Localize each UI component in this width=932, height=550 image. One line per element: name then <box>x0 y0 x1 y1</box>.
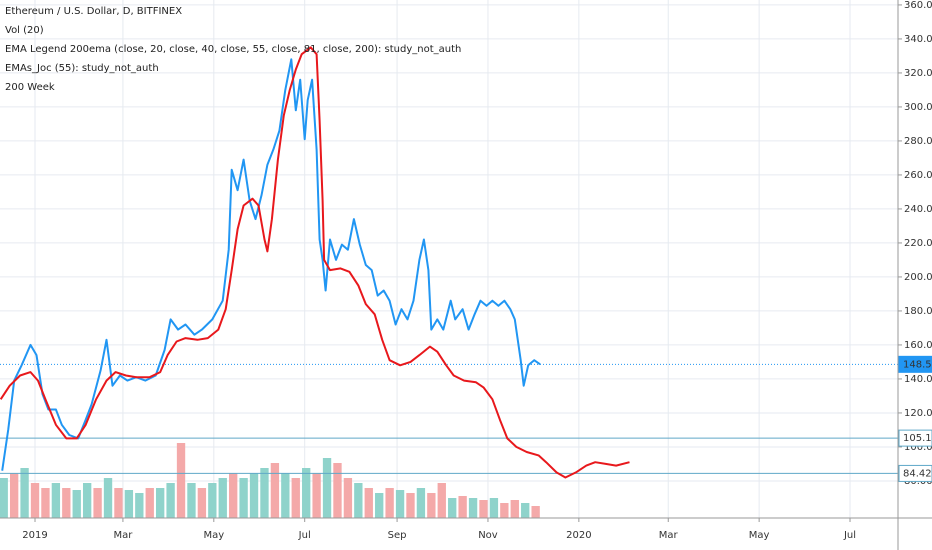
series-line <box>1 58 541 471</box>
volume-bar <box>375 493 384 518</box>
volume-bar <box>135 493 144 518</box>
volume-bar <box>291 478 300 518</box>
axes: 80.00100.00120.00140.00160.00180.00200.0… <box>22 0 932 541</box>
price-label-box <box>898 429 932 447</box>
x-tick-label: 2019 <box>22 530 47 541</box>
volume-bar <box>479 500 488 518</box>
x-tick-label: May <box>749 530 770 541</box>
volume-bar <box>302 468 311 518</box>
volume-bar <box>82 483 92 518</box>
x-tick-label: Mar <box>113 530 133 541</box>
y-tick-label: 320.00 <box>904 68 932 79</box>
y-tick-label: 160.00 <box>904 340 932 351</box>
volume-bar <box>249 473 259 518</box>
volume-bar <box>281 473 290 518</box>
volume-bar <box>458 496 467 518</box>
volume-bar <box>395 490 405 518</box>
volume-bar <box>155 488 165 518</box>
volume-bar <box>62 488 71 518</box>
volume-bar <box>385 488 394 518</box>
x-tick-label: May <box>203 530 224 541</box>
x-tick-label: Sep <box>388 530 407 541</box>
y-tick-label: 260.00 <box>904 170 932 181</box>
volume-bar <box>187 483 196 518</box>
volume-bar <box>343 478 353 518</box>
volume-bar <box>322 458 332 518</box>
volume-bar <box>354 483 363 518</box>
legend-text: EMAs_Joc (55): study_not_auth <box>5 63 159 74</box>
volume <box>0 443 540 518</box>
y-tick-label: 280.00 <box>904 136 932 147</box>
volume-bar <box>93 488 102 518</box>
volume-bar <box>510 500 519 518</box>
x-tick-label: Jul <box>843 530 856 541</box>
x-tick-label: Mar <box>659 530 679 541</box>
volume-bar <box>176 443 186 518</box>
series-line <box>0 46 630 479</box>
legend-text: 200 Week <box>5 82 55 93</box>
volume-bar <box>521 503 530 518</box>
volume-bar <box>197 488 207 518</box>
x-tick-label: Nov <box>478 530 498 541</box>
price-label-box <box>898 355 932 373</box>
volume-bar <box>468 498 478 518</box>
price-label-box <box>898 464 932 482</box>
volume-bar <box>270 463 280 518</box>
volume-bar <box>9 473 19 518</box>
plot <box>0 46 898 479</box>
price-label: 148.59 <box>903 359 932 370</box>
volume-bar <box>208 483 217 518</box>
volume-bar <box>145 488 154 518</box>
volume-bar <box>166 483 175 518</box>
volume-bar <box>30 483 40 518</box>
volume-bar <box>364 488 373 518</box>
y-tick-label: 300.00 <box>904 102 932 113</box>
y-tick-label: 180.00 <box>904 306 932 317</box>
volume-bar <box>72 490 81 518</box>
volume-bar <box>51 483 61 518</box>
price-label: 105.19 <box>903 433 932 444</box>
volume-bar <box>500 503 509 518</box>
volume-bar <box>437 483 446 518</box>
volume-bar <box>20 468 29 518</box>
volume-bar <box>229 473 238 518</box>
volume-bar <box>416 488 426 518</box>
y-tick-label: 340.00 <box>904 34 932 45</box>
volume-bar <box>312 473 321 518</box>
volume-bar <box>427 493 436 518</box>
legend-text: Ethereum / U.S. Dollar, D, BITFINEX <box>5 6 182 17</box>
y-tick-label: 100.00 <box>904 442 932 453</box>
volume-bar <box>218 478 227 518</box>
legend-text: Vol (20) <box>5 25 44 36</box>
volume-bar <box>103 478 113 518</box>
volume-bar <box>531 506 540 518</box>
y-tick-label: 140.00 <box>904 374 932 385</box>
x-tick-label: Jul <box>298 530 311 541</box>
grid <box>0 0 898 518</box>
price-label: 84.42 <box>903 468 932 479</box>
volume-bar <box>489 498 499 518</box>
y-tick-label: 200.00 <box>904 272 932 283</box>
volume-bar <box>406 493 415 518</box>
volume-bar <box>260 468 269 518</box>
legend: Ethereum / U.S. Dollar, D, BITFINEX Vol (… <box>5 6 461 93</box>
volume-bar <box>333 463 342 518</box>
y-tick-label: 120.00 <box>904 408 932 419</box>
x-tick-label: 2020 <box>566 530 591 541</box>
volume-bar <box>448 498 457 518</box>
volume-bar <box>0 478 8 518</box>
y-tick-label: 220.00 <box>904 238 932 249</box>
volume-bar <box>114 488 123 518</box>
y-tick-label: 240.00 <box>904 204 932 215</box>
legend-text: EMA Legend 200ema (close, 20, close, 40,… <box>5 44 461 55</box>
volume-bar <box>239 478 248 518</box>
y-tick-label: 360.00 <box>904 0 932 11</box>
volume-bar <box>41 488 50 518</box>
volume-bar <box>124 490 134 518</box>
